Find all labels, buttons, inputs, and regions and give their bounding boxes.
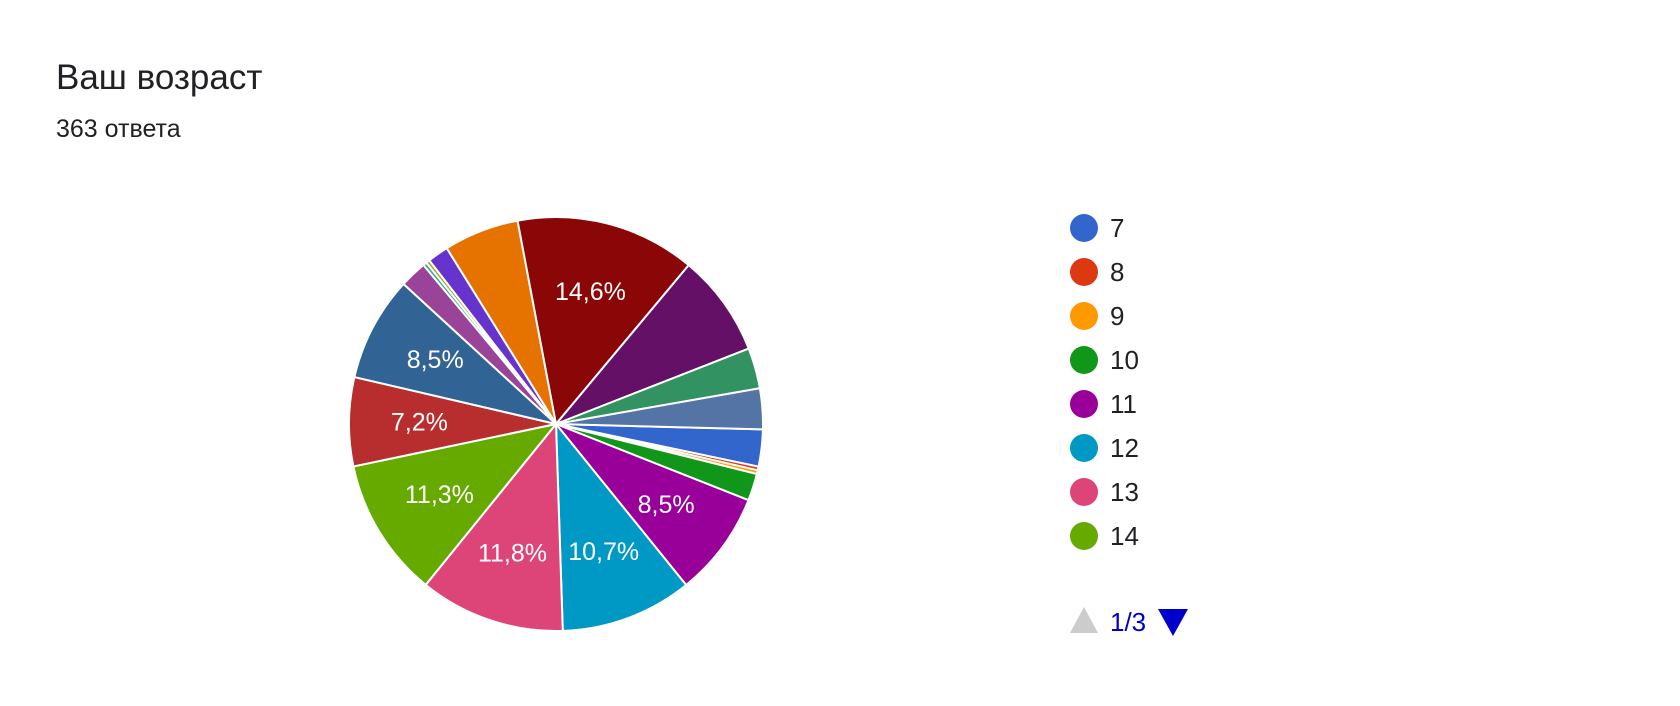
legend-item[interactable]: 10 bbox=[1070, 345, 1270, 375]
legend-label: 7 bbox=[1110, 213, 1125, 243]
pie-slice[interactable] bbox=[424, 421, 564, 632]
legend-item[interactable]: 11 bbox=[1070, 389, 1270, 419]
pie-slice[interactable] bbox=[555, 263, 751, 425]
legend-label: 10 bbox=[1110, 345, 1139, 375]
legend-label: 9 bbox=[1110, 301, 1125, 331]
legend-label: 8 bbox=[1110, 257, 1125, 287]
legend-swatch bbox=[1070, 302, 1098, 330]
legend-label: 12 bbox=[1110, 433, 1139, 463]
legend-swatch bbox=[1070, 258, 1098, 286]
slice-data-label: 14,6% bbox=[555, 278, 626, 306]
slice-data-label: 8,5% bbox=[407, 346, 464, 374]
pie-slice[interactable] bbox=[352, 422, 559, 587]
slice-data-label: 11,3% bbox=[405, 481, 474, 509]
slice-data-label: 10,7% bbox=[568, 538, 639, 566]
legend-item[interactable]: 14 bbox=[1070, 521, 1270, 551]
legend-item[interactable]: 12 bbox=[1070, 433, 1270, 463]
pager-down-icon[interactable] bbox=[1158, 609, 1188, 636]
slice-data-label: 8,5% bbox=[638, 491, 695, 519]
legend-item[interactable]: 7 bbox=[1070, 213, 1270, 243]
legend-item[interactable]: 9 bbox=[1070, 301, 1270, 331]
pie-slice[interactable] bbox=[555, 387, 764, 431]
legend-item[interactable]: 8 bbox=[1070, 257, 1270, 287]
legend-swatch bbox=[1070, 214, 1098, 242]
chart-title: Ваш возраст bbox=[56, 58, 263, 97]
legend-label: 11 bbox=[1110, 389, 1137, 419]
legend-swatch bbox=[1070, 478, 1098, 506]
pie-slice[interactable] bbox=[516, 216, 691, 427]
pie-slice[interactable] bbox=[554, 421, 688, 632]
legend-swatch bbox=[1070, 346, 1098, 374]
pager-up-icon bbox=[1070, 607, 1098, 633]
legend-swatch bbox=[1070, 522, 1098, 550]
legend-label: 14 bbox=[1110, 521, 1139, 551]
legend-swatch bbox=[1070, 434, 1098, 462]
pie-slice[interactable] bbox=[353, 282, 560, 426]
response-count: 363 ответа bbox=[56, 115, 181, 143]
slice-data-label: 11,8% bbox=[478, 540, 547, 568]
legend-pager: 1/3 bbox=[1070, 605, 1270, 639]
pie-slice[interactable] bbox=[552, 421, 750, 587]
pager-label: 1/3 bbox=[1110, 607, 1147, 637]
legend-swatch bbox=[1070, 390, 1098, 418]
legend-item[interactable]: 13 bbox=[1070, 477, 1270, 507]
slice-data-label: 7,2% bbox=[391, 409, 448, 437]
legend-label: 13 bbox=[1110, 477, 1139, 507]
